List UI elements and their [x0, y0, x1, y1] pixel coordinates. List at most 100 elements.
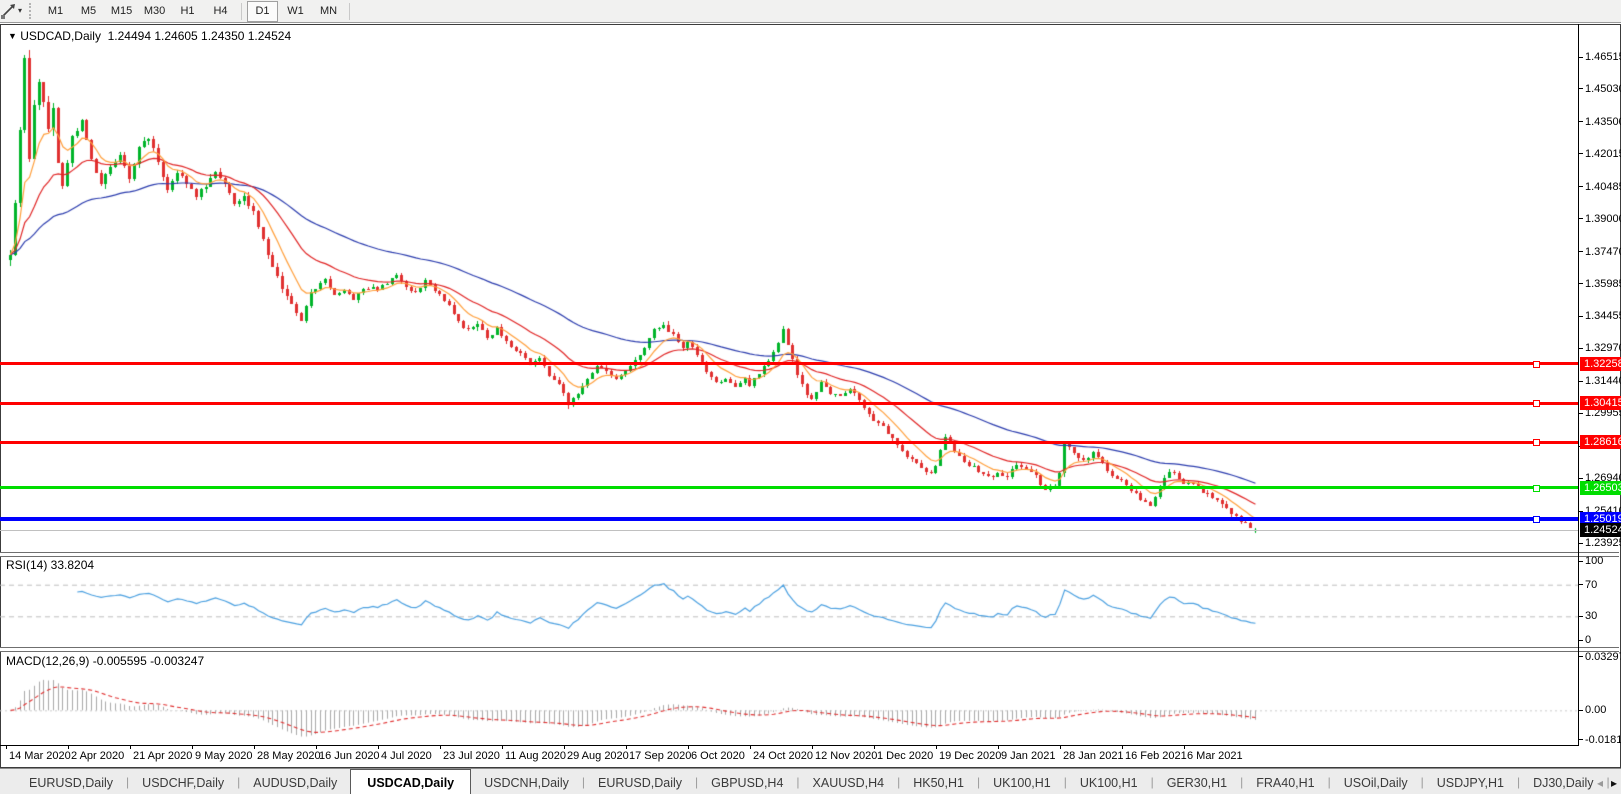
date-tick-mark: [1184, 745, 1185, 749]
current-price-badge: 1.24524: [1580, 523, 1621, 538]
timeframe-button-m5[interactable]: M5: [80, 5, 97, 17]
price-tick-label: 1.34455: [1585, 310, 1621, 323]
level-line-1.25019[interactable]: [0, 516, 1578, 524]
price-tick-mark: [1578, 412, 1583, 414]
rsi-tick-mark: [1578, 615, 1583, 617]
date-tick-mark: [440, 745, 441, 749]
price-axis-line: [1578, 24, 1579, 745]
tab-separator: |: [1606, 775, 1610, 789]
symbol-tab-ger30-h1[interactable]: GER30,H1: [1166, 776, 1228, 790]
date-label: 9 May 2020: [195, 750, 253, 762]
price-tick-label: 1.46515: [1585, 51, 1621, 63]
toolbar-separator: [241, 2, 243, 20]
symbol-tab-usdchf-daily[interactable]: USDCHF,Daily: [142, 776, 225, 790]
level-line-1.32258[interactable]: [0, 360, 1578, 368]
symbol-tab-dj30-daily[interactable]: DJ30,Daily: [1533, 776, 1594, 790]
tab-separator: |: [581, 775, 585, 789]
toolbar-grip[interactable]: [29, 3, 34, 19]
rsi-tick-mark: [1578, 560, 1583, 562]
date-label: 16 Jun 2020: [319, 750, 380, 762]
timeframe-button-m15[interactable]: M15: [110, 5, 133, 17]
date-tick-mark: [502, 745, 503, 749]
macd-tick-label: 0.00: [1585, 704, 1607, 717]
level-line-1.28616[interactable]: [0, 439, 1578, 447]
symbol-tab-gbpusd-h4[interactable]: GBPUSD,H4: [711, 776, 784, 790]
timeframe-toolbar: ▾ M1 M5 M15 M30 H1 H4 D1 W1 MN: [0, 0, 1621, 23]
macd-tick-mark: [1578, 656, 1583, 658]
level-line-anchor-icon[interactable]: [1533, 484, 1540, 492]
symbol-tab-fra40-h1[interactable]: FRA40,H1: [1256, 776, 1315, 790]
toolbar-separator: [349, 2, 351, 20]
symbol-tab-xauusd-h4[interactable]: XAUUSD,H4: [812, 776, 885, 790]
timeframe-button-d1[interactable]: D1: [247, 0, 279, 22]
level-price-badge: 1.26503: [1580, 480, 1621, 495]
symbol-tab-usoil-daily[interactable]: USOil,Daily: [1343, 776, 1408, 790]
timeframe-button-h4[interactable]: H4: [213, 5, 228, 17]
pane-splitter-rsi[interactable]: [0, 552, 1619, 557]
price-tick-label: 1.32970: [1585, 342, 1621, 355]
timeframe-button-w1[interactable]: W1: [287, 5, 304, 17]
date-tick-mark: [750, 745, 751, 749]
price-tick-mark: [1578, 315, 1583, 317]
date-tick-mark: [1122, 745, 1123, 749]
rsi-tick-mark: [1578, 639, 1583, 641]
timeframe-button-m1[interactable]: M1: [47, 5, 64, 17]
date-label: 23 Jul 2020: [443, 750, 500, 762]
level-line-1.30415[interactable]: [0, 400, 1578, 408]
collapse-triangle-icon[interactable]: ▼: [8, 31, 17, 41]
price-tick-mark: [1578, 88, 1583, 90]
tool-dropdown-caret-icon[interactable]: ▾: [18, 6, 23, 15]
rsi-pane-canvas[interactable]: [0, 556, 1578, 647]
symbol-tab-uk100-h1[interactable]: UK100,H1: [1079, 776, 1138, 790]
price-tick-mark: [1578, 510, 1583, 512]
tabs-scroll-right-icon[interactable]: ▸: [1610, 776, 1617, 790]
level-line-anchor-icon[interactable]: [1533, 360, 1540, 368]
rsi-tick-label: 0: [1585, 634, 1592, 646]
price-tick-mark: [1578, 477, 1583, 479]
date-label: 9 Jan 2021: [1001, 750, 1056, 762]
macd-tick-label: -0.018154: [1585, 733, 1621, 746]
price-tick-label: 1.23925: [1585, 537, 1621, 549]
date-label: 28 May 2020: [257, 750, 321, 762]
date-tick-mark: [874, 745, 875, 749]
tabs-scroll-left-icon[interactable]: ◂: [1596, 776, 1603, 790]
level-line-anchor-icon[interactable]: [1533, 439, 1540, 447]
draw-tool-icon[interactable]: ▾: [0, 1, 26, 21]
timeframe-button-mn[interactable]: MN: [319, 5, 338, 17]
date-tick-mark: [626, 745, 627, 749]
tab-separator: |: [237, 775, 241, 789]
macd-pane-canvas[interactable]: [0, 651, 1578, 744]
symbol-tab-usdjpy-h1[interactable]: USDJPY,H1: [1436, 776, 1504, 790]
level-price-badge: 1.25019: [1580, 512, 1621, 527]
date-label: 19 Dec 2020: [939, 750, 1002, 762]
timeframe-button-m30[interactable]: M30: [143, 5, 166, 17]
rsi-tick-mark: [1578, 584, 1583, 586]
price-tick-mark: [1578, 380, 1583, 382]
date-label: 11 Aug 2020: [505, 750, 566, 762]
symbol-tab-hk50-h1[interactable]: HK50,H1: [913, 776, 964, 790]
symbol-tab-usdcad-daily[interactable]: USDCAD,Daily: [350, 769, 472, 794]
price-tick-label: 1.45030: [1585, 82, 1621, 95]
symbol-tab-uk100-h1[interactable]: UK100,H1: [993, 776, 1051, 790]
tab-separator: |: [976, 775, 981, 789]
date-tick-mark: [688, 745, 689, 749]
timeframe-button-h1[interactable]: H1: [180, 5, 195, 17]
symbol-tab-eurusd-daily[interactable]: EURUSD,Daily: [29, 776, 114, 790]
price-chart-canvas[interactable]: [0, 25, 1578, 553]
level-line-1.26503[interactable]: [0, 484, 1578, 492]
price-tick-mark: [1578, 218, 1583, 220]
current-price-line: [0, 530, 1578, 532]
price-tick-mark: [1578, 153, 1583, 155]
price-tick-mark: [1578, 56, 1583, 58]
symbol-period-label: USDCAD,Daily: [20, 29, 101, 43]
level-line-anchor-icon[interactable]: [1533, 516, 1540, 524]
symbol-tab-audusd-daily[interactable]: AUDUSD,Daily: [253, 776, 338, 790]
date-tick-mark: [130, 745, 131, 749]
level-line-anchor-icon[interactable]: [1533, 400, 1540, 408]
price-tick-label: 1.42015: [1585, 147, 1621, 160]
symbol-tab-bar: EURUSD,Daily | USDCHF,Daily | AUDUSD,Daily US…: [0, 768, 1621, 794]
symbol-tab-eurusd-daily[interactable]: EURUSD,Daily: [597, 776, 683, 790]
pane-splitter-macd[interactable]: [0, 647, 1619, 652]
symbol-tab-usdcnh-daily[interactable]: USDCNH,Daily: [484, 776, 569, 790]
